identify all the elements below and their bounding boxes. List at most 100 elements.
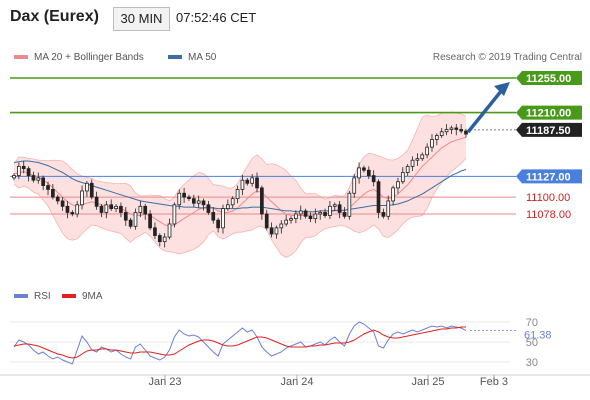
level-labels: 11255.00 11210.00 11187.50 11127.00 11100.00… [516, 71, 582, 221]
candle [60, 197, 65, 211]
candle-body [308, 215, 313, 220]
candle [298, 205, 303, 220]
candle-body [104, 204, 109, 213]
copyright-text: Research © 2019 Trading Central [432, 52, 582, 63]
candle [51, 184, 55, 200]
x-tick-label: Jan 23 [148, 376, 181, 388]
candle-body [31, 175, 36, 181]
chart-header: Dax (Eurex) 30 MIN 07:52:46 CET [0, 0, 590, 36]
rsi-tick-label: 70 [526, 317, 538, 329]
candle-body [206, 204, 211, 213]
level-label-bg [516, 105, 582, 120]
level-label-11210.00: 11210.00 [516, 105, 582, 120]
candle-body [216, 219, 220, 229]
bollinger-band-area [13, 111, 467, 258]
candle-body [89, 182, 94, 198]
candle-body [201, 200, 206, 206]
candle-body [342, 212, 347, 217]
candle [444, 124, 449, 136]
candle [157, 233, 162, 247]
candle [274, 225, 279, 239]
candle-body [138, 205, 143, 213]
candle-body [119, 205, 123, 213]
candle-body [191, 198, 196, 204]
candle-body [260, 187, 264, 215]
level-label-text: 11187.50 [526, 125, 571, 137]
candle [133, 208, 138, 230]
candle-body [94, 196, 99, 207]
candle-body [153, 227, 157, 236]
level-label-bg [516, 71, 582, 85]
level-label-11100.00: 11100.00 [526, 192, 570, 204]
candle-body [157, 235, 162, 243]
legend-swatch-9ma [62, 294, 76, 299]
candle-body [75, 204, 80, 215]
candle-body [114, 205, 118, 210]
candle [420, 152, 425, 161]
candle-body [162, 236, 167, 243]
candle-body [347, 192, 352, 217]
candle [303, 208, 308, 219]
candle-body [396, 181, 400, 189]
candle [410, 156, 415, 171]
candle [332, 202, 337, 211]
candle-body [284, 219, 289, 225]
timeframe-selector[interactable]: 30 MIN [113, 7, 170, 31]
level-label-bg [516, 122, 582, 137]
candle [240, 174, 245, 196]
candle-body [269, 227, 274, 235]
candle [26, 166, 31, 182]
candle-body [255, 177, 259, 189]
rsi-line [13, 321, 467, 365]
candle [391, 185, 395, 206]
candle [216, 217, 220, 233]
candle-body [221, 208, 225, 229]
candle-body [196, 200, 201, 204]
candle-body [12, 175, 16, 179]
rsi-tick-label: 50 [526, 337, 538, 349]
legend-swatch-ma20 [14, 55, 28, 60]
candle [65, 200, 70, 219]
candle-body [410, 159, 415, 167]
candle [119, 202, 123, 218]
legend-rsi: RSI [14, 291, 51, 302]
candle [138, 200, 143, 218]
candle-body [459, 129, 463, 132]
legend-ma50: MA 50 [168, 52, 216, 63]
level-label-text: 11127.00 [526, 171, 571, 183]
legend-label-ma50: MA 50 [188, 52, 217, 63]
candle [148, 210, 152, 231]
bollinger-band-fill [14, 111, 466, 258]
candle-body [60, 200, 65, 207]
candle [323, 208, 327, 218]
candle [12, 173, 16, 181]
candle-body [80, 190, 84, 206]
x-tick-label: Jan 25 [411, 376, 444, 388]
candle-body [357, 167, 361, 179]
rsi-last-value: 61.38 [524, 330, 552, 342]
candle [85, 180, 89, 197]
candle [396, 177, 400, 194]
candle-body [148, 213, 152, 229]
candle-body [41, 177, 46, 186]
candle [245, 177, 250, 186]
candle-body [51, 189, 55, 198]
candle [386, 195, 391, 220]
level-label-11078.00: 11078.00 [526, 209, 571, 221]
candle [328, 200, 332, 219]
candle [143, 204, 148, 220]
candle-body [464, 130, 468, 135]
candle [366, 166, 371, 180]
rsi-9ma-line [13, 326, 466, 359]
candle [75, 200, 80, 218]
candle-body [449, 127, 454, 130]
candle [449, 125, 454, 135]
candle-body [425, 146, 429, 156]
candle-body [17, 165, 21, 176]
candle-body [434, 135, 439, 140]
candle [99, 204, 104, 218]
candle-body [332, 204, 337, 207]
candle [362, 165, 366, 173]
candle-body [99, 205, 104, 213]
